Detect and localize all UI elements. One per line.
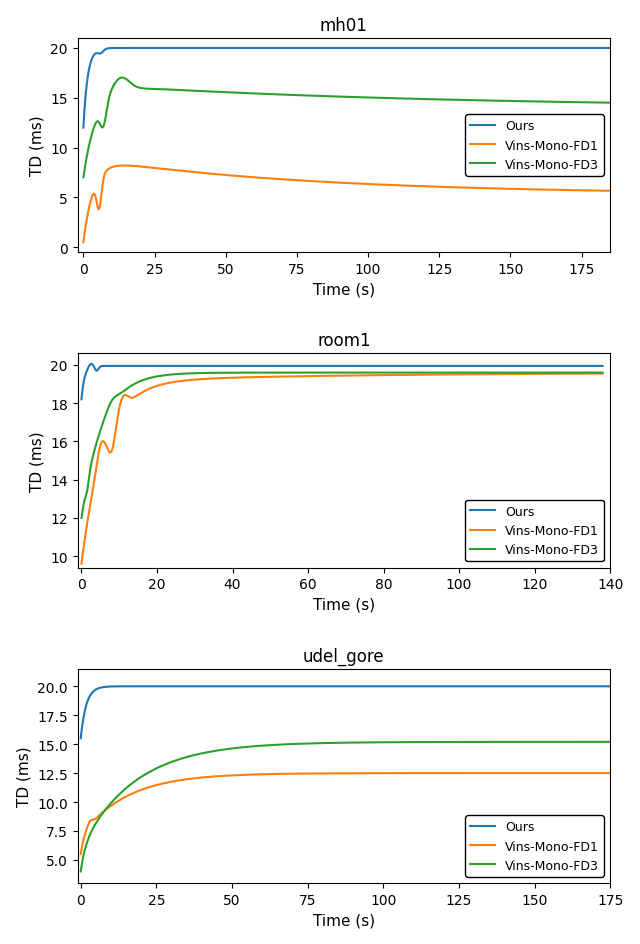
Legend: Ours, Vins-Mono-FD1, Vins-Mono-FD3: Ours, Vins-Mono-FD1, Vins-Mono-FD3: [465, 500, 604, 562]
Title: udel_gore: udel_gore: [303, 647, 385, 666]
Y-axis label: TD (ms): TD (ms): [29, 430, 45, 491]
Y-axis label: TD (ms): TD (ms): [30, 115, 45, 177]
Y-axis label: TD (ms): TD (ms): [17, 746, 31, 806]
Legend: Ours, Vins-Mono-FD1, Vins-Mono-FD3: Ours, Vins-Mono-FD1, Vins-Mono-FD3: [465, 816, 604, 877]
X-axis label: Time (s): Time (s): [313, 598, 375, 613]
X-axis label: Time (s): Time (s): [313, 912, 375, 927]
Title: mh01: mh01: [320, 17, 368, 35]
X-axis label: Time (s): Time (s): [313, 282, 375, 297]
Title: room1: room1: [317, 331, 371, 350]
Legend: Ours, Vins-Mono-FD1, Vins-Mono-FD3: Ours, Vins-Mono-FD1, Vins-Mono-FD3: [465, 115, 604, 177]
